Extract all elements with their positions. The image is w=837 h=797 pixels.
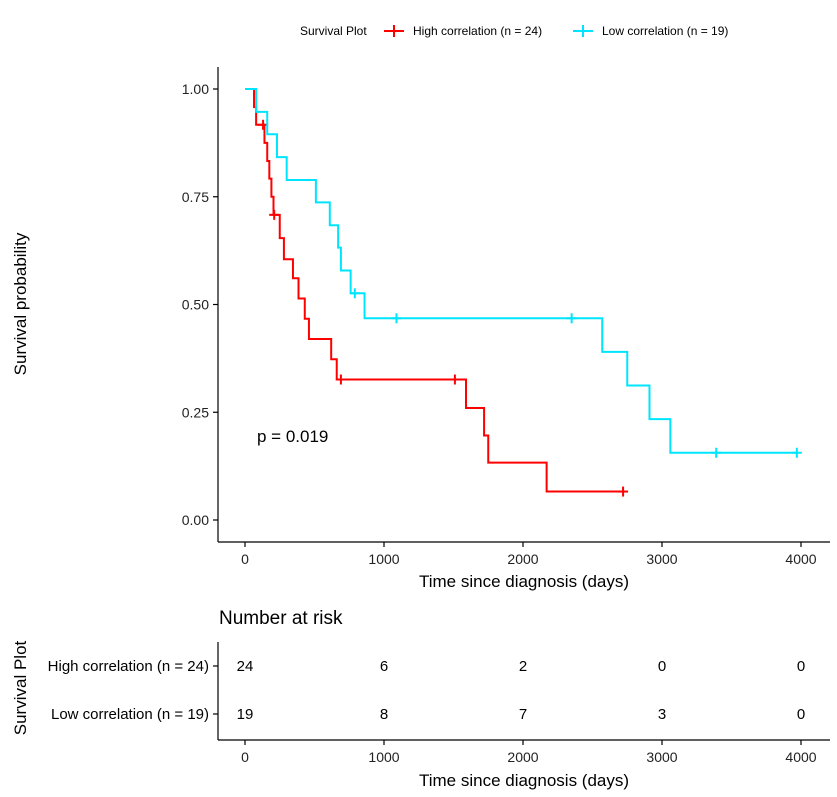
risk-count: 3 xyxy=(658,706,666,723)
risk-count: 6 xyxy=(380,658,388,675)
risk-x-tick-label: 2000 xyxy=(507,749,538,765)
x-tick-label: 1000 xyxy=(368,551,399,567)
survival-curve-low xyxy=(245,88,799,454)
x-axis-title: Time since diagnosis (days) xyxy=(419,572,629,591)
risk-count: 0 xyxy=(658,658,666,675)
y-tick-label: 0.00 xyxy=(182,512,209,528)
censor-mark xyxy=(566,313,577,324)
risk-x-ticks: 0 1000 2000 3000 4000 xyxy=(241,740,817,765)
risk-row-label: High correlation (n = 24) xyxy=(48,658,209,675)
risk-x-tick-label: 1000 xyxy=(368,749,399,765)
risk-count: 2 xyxy=(519,658,527,675)
risk-x-tick-label: 3000 xyxy=(646,749,677,765)
risk-count: 8 xyxy=(380,706,388,723)
p-value-annotation: p = 0.019 xyxy=(257,427,328,446)
legend-entry-high: High correlation (n = 24) xyxy=(413,24,542,38)
y-tick-label: 0.75 xyxy=(182,189,209,205)
risk-rows: High correlation (n = 24) 24 6 2 0 0 Low corre… xyxy=(48,658,806,723)
risk-count: 0 xyxy=(797,658,805,675)
censor-mark xyxy=(269,209,280,220)
x-tick-label: 2000 xyxy=(507,551,538,567)
survival-curves xyxy=(245,88,802,497)
risk-count: 7 xyxy=(519,706,527,723)
risk-x-tick-label: 0 xyxy=(241,749,249,765)
legend: Survival Plot High correlation (n = 24) … xyxy=(300,24,728,38)
risk-y-axis-title: Survival Plot xyxy=(11,640,30,735)
main-plot: 0.00 0.25 0.50 0.75 1.00 0 1000 2000 3000 4000 p… xyxy=(11,67,830,591)
risk-table-title: Number at risk xyxy=(219,608,343,629)
y-tick-label: 0.50 xyxy=(182,297,209,313)
y-ticks: 0.00 0.25 0.50 0.75 1.00 xyxy=(182,81,218,528)
x-tick-label: 0 xyxy=(241,551,249,567)
risk-table: Number at risk High correlation (n = 24)… xyxy=(11,608,830,790)
y-axis-title: Survival probability xyxy=(11,232,30,375)
risk-count: 24 xyxy=(237,658,254,675)
censor-mark xyxy=(349,288,360,299)
censor-mark xyxy=(335,374,346,385)
censor-mark xyxy=(618,486,629,497)
risk-x-axis-title: Time since diagnosis (days) xyxy=(419,771,629,790)
legend-entry-low: Low correlation (n = 19) xyxy=(602,24,728,38)
censor-mark xyxy=(391,313,402,324)
x-tick-label: 4000 xyxy=(785,551,816,567)
legend-title: Survival Plot xyxy=(300,24,367,38)
survival-curve-high xyxy=(245,88,624,493)
x-tick-label: 3000 xyxy=(646,551,677,567)
censor-mark xyxy=(791,447,802,458)
risk-count: 19 xyxy=(237,706,254,723)
censor-mark xyxy=(449,374,460,385)
risk-x-tick-label: 4000 xyxy=(785,749,816,765)
risk-row-label: Low correlation (n = 19) xyxy=(51,706,209,723)
censor-mark xyxy=(711,447,722,458)
y-tick-label: 0.25 xyxy=(182,404,209,420)
y-tick-label: 1.00 xyxy=(182,81,209,97)
x-ticks: 0 1000 2000 3000 4000 xyxy=(241,542,817,567)
risk-count: 0 xyxy=(797,706,805,723)
